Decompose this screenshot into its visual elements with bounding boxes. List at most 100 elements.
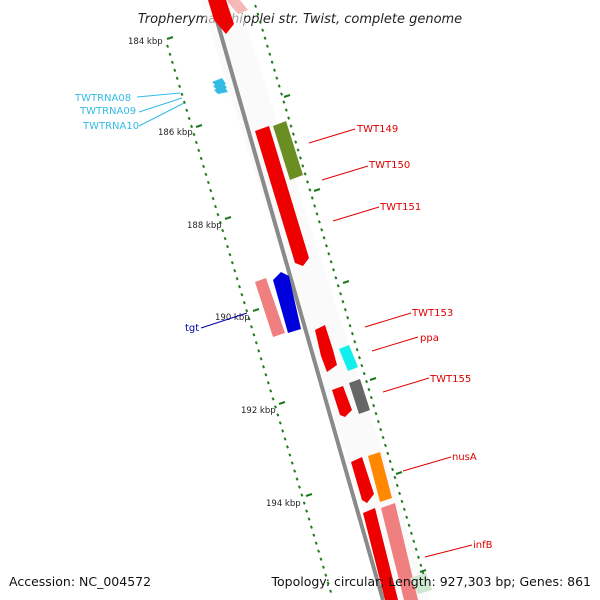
left-tick-dot	[271, 397, 275, 401]
left-tick-dot	[206, 180, 210, 185]
left-tick-dot	[257, 349, 261, 353]
tick-marks	[166, 4, 428, 593]
right-tick-dot	[277, 84, 281, 88]
right-tick-dot	[268, 52, 272, 56]
map-title: Tropheryma whipplei str. Twist, complete…	[138, 12, 462, 27]
left-tick-dot	[178, 84, 182, 89]
right-tick-dot	[332, 268, 336, 272]
genome-backbone	[209, 0, 385, 600]
right-tick-dot	[298, 156, 302, 160]
left-tick-dot	[204, 172, 208, 177]
gene-bottom-partial	[410, 573, 432, 594]
right-tick-dot	[407, 523, 411, 528]
left-tick-dot	[194, 140, 198, 145]
right-tick-dot	[313, 204, 317, 208]
label-twtrna08: TWTRNA08	[74, 93, 131, 104]
left-tick-dot	[173, 68, 177, 72]
right-tick-dot	[417, 555, 421, 559]
major-tick	[224, 216, 232, 220]
label-infb: infB	[473, 540, 493, 551]
left-tick-dot	[261, 365, 265, 369]
right-tick-dot	[324, 244, 328, 248]
kbp-label-184: 184 kbp	[128, 37, 163, 47]
right-tick-dot	[379, 427, 383, 432]
right-tick-dot	[294, 140, 298, 144]
left-tick-dot	[269, 389, 273, 393]
label-ppa: ppa	[420, 333, 439, 344]
left-tick-dot	[221, 228, 225, 233]
label-nusa: nusA	[452, 452, 477, 463]
right-tick-dot	[353, 339, 357, 344]
left-tick-dot	[216, 212, 220, 217]
label-twt155: TWT155	[429, 374, 471, 385]
gene-tgt-pale[interactable]	[255, 278, 285, 337]
left-tick-dot	[283, 437, 287, 441]
right-tick-dot	[409, 531, 413, 536]
left-tick-dot	[185, 108, 189, 113]
right-tick-dot	[336, 284, 340, 288]
right-tick-dot	[339, 292, 343, 296]
label-tgt: tgt	[185, 323, 199, 334]
right-tick-dot	[360, 363, 364, 368]
left-tick-dot	[230, 260, 234, 265]
right-tick-dot	[310, 196, 314, 200]
left-tick-dot	[317, 549, 321, 553]
right-tick-dot	[322, 236, 326, 240]
label-twtrna09: TWTRNA09	[79, 106, 136, 117]
left-tick-dot	[254, 341, 258, 345]
right-tick-dot	[369, 395, 373, 400]
right-tick-dot	[280, 92, 284, 96]
left-tick-dot	[252, 333, 256, 337]
right-tick-dot	[282, 100, 286, 104]
major-tick	[305, 493, 313, 497]
gene-twt155[interactable]	[349, 379, 370, 414]
right-tick-dot	[357, 355, 361, 360]
gene-tgt[interactable]	[273, 272, 301, 333]
gene-top-partial[interactable]	[208, 0, 234, 34]
kbp-label-194: 194 kbp	[266, 499, 301, 509]
right-tick-dot	[402, 507, 406, 512]
gene-nusa-red[interactable]	[351, 457, 374, 503]
gene-top-partial-pale	[226, 0, 248, 14]
right-tick-dot	[303, 172, 307, 176]
right-tick-dot	[362, 371, 366, 376]
left-tick-dot	[273, 405, 277, 409]
major-tick	[419, 569, 427, 573]
right-tick-dot	[284, 108, 288, 112]
right-tick-dot	[395, 483, 399, 488]
gene-infb[interactable]	[381, 503, 418, 600]
right-tick-dot	[381, 435, 385, 440]
left-tick-dot	[297, 485, 301, 489]
right-tick-dot	[327, 252, 331, 256]
right-tick-dot	[306, 180, 310, 184]
right-tick-dot	[265, 44, 269, 48]
gene-twt150-151[interactable]	[255, 126, 309, 266]
major-tick	[278, 401, 286, 405]
left-tick-dot	[290, 461, 294, 465]
gene-twt153[interactable]	[315, 325, 337, 372]
right-tick-dot	[258, 20, 262, 24]
left-tick-dot	[218, 220, 222, 225]
gene-twt149[interactable]	[273, 121, 303, 180]
left-tick-dot	[312, 533, 316, 537]
topology-text: Topology: circular; Length: 927,303 bp; …	[271, 574, 592, 589]
left-tick-dot	[326, 581, 330, 585]
gene-nusa[interactable]	[368, 452, 392, 502]
left-tick-dot	[309, 525, 313, 529]
feature-track	[200, 0, 430, 600]
gene-infb-red[interactable]	[363, 508, 398, 600]
trna-feature-icons[interactable]	[212, 78, 228, 94]
right-tick-dot	[412, 539, 416, 544]
left-tick-dot	[249, 325, 253, 329]
major-tick	[313, 188, 321, 192]
left-tick-dot	[305, 509, 309, 513]
right-tick-dot	[287, 116, 291, 120]
left-tick-dot	[245, 309, 249, 313]
right-tick-dot	[388, 459, 392, 464]
right-tick-dot	[400, 499, 404, 504]
left-tick-dot	[175, 76, 179, 80]
right-tick-dot	[254, 4, 258, 8]
gene-ppa[interactable]	[339, 345, 358, 371]
right-tick-dot	[263, 36, 267, 40]
gene-twt155-red[interactable]	[332, 386, 352, 417]
